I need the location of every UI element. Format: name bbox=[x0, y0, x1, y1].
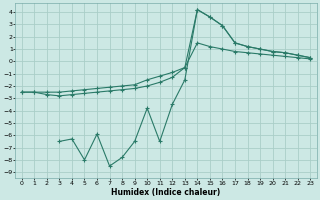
X-axis label: Humidex (Indice chaleur): Humidex (Indice chaleur) bbox=[111, 188, 220, 197]
